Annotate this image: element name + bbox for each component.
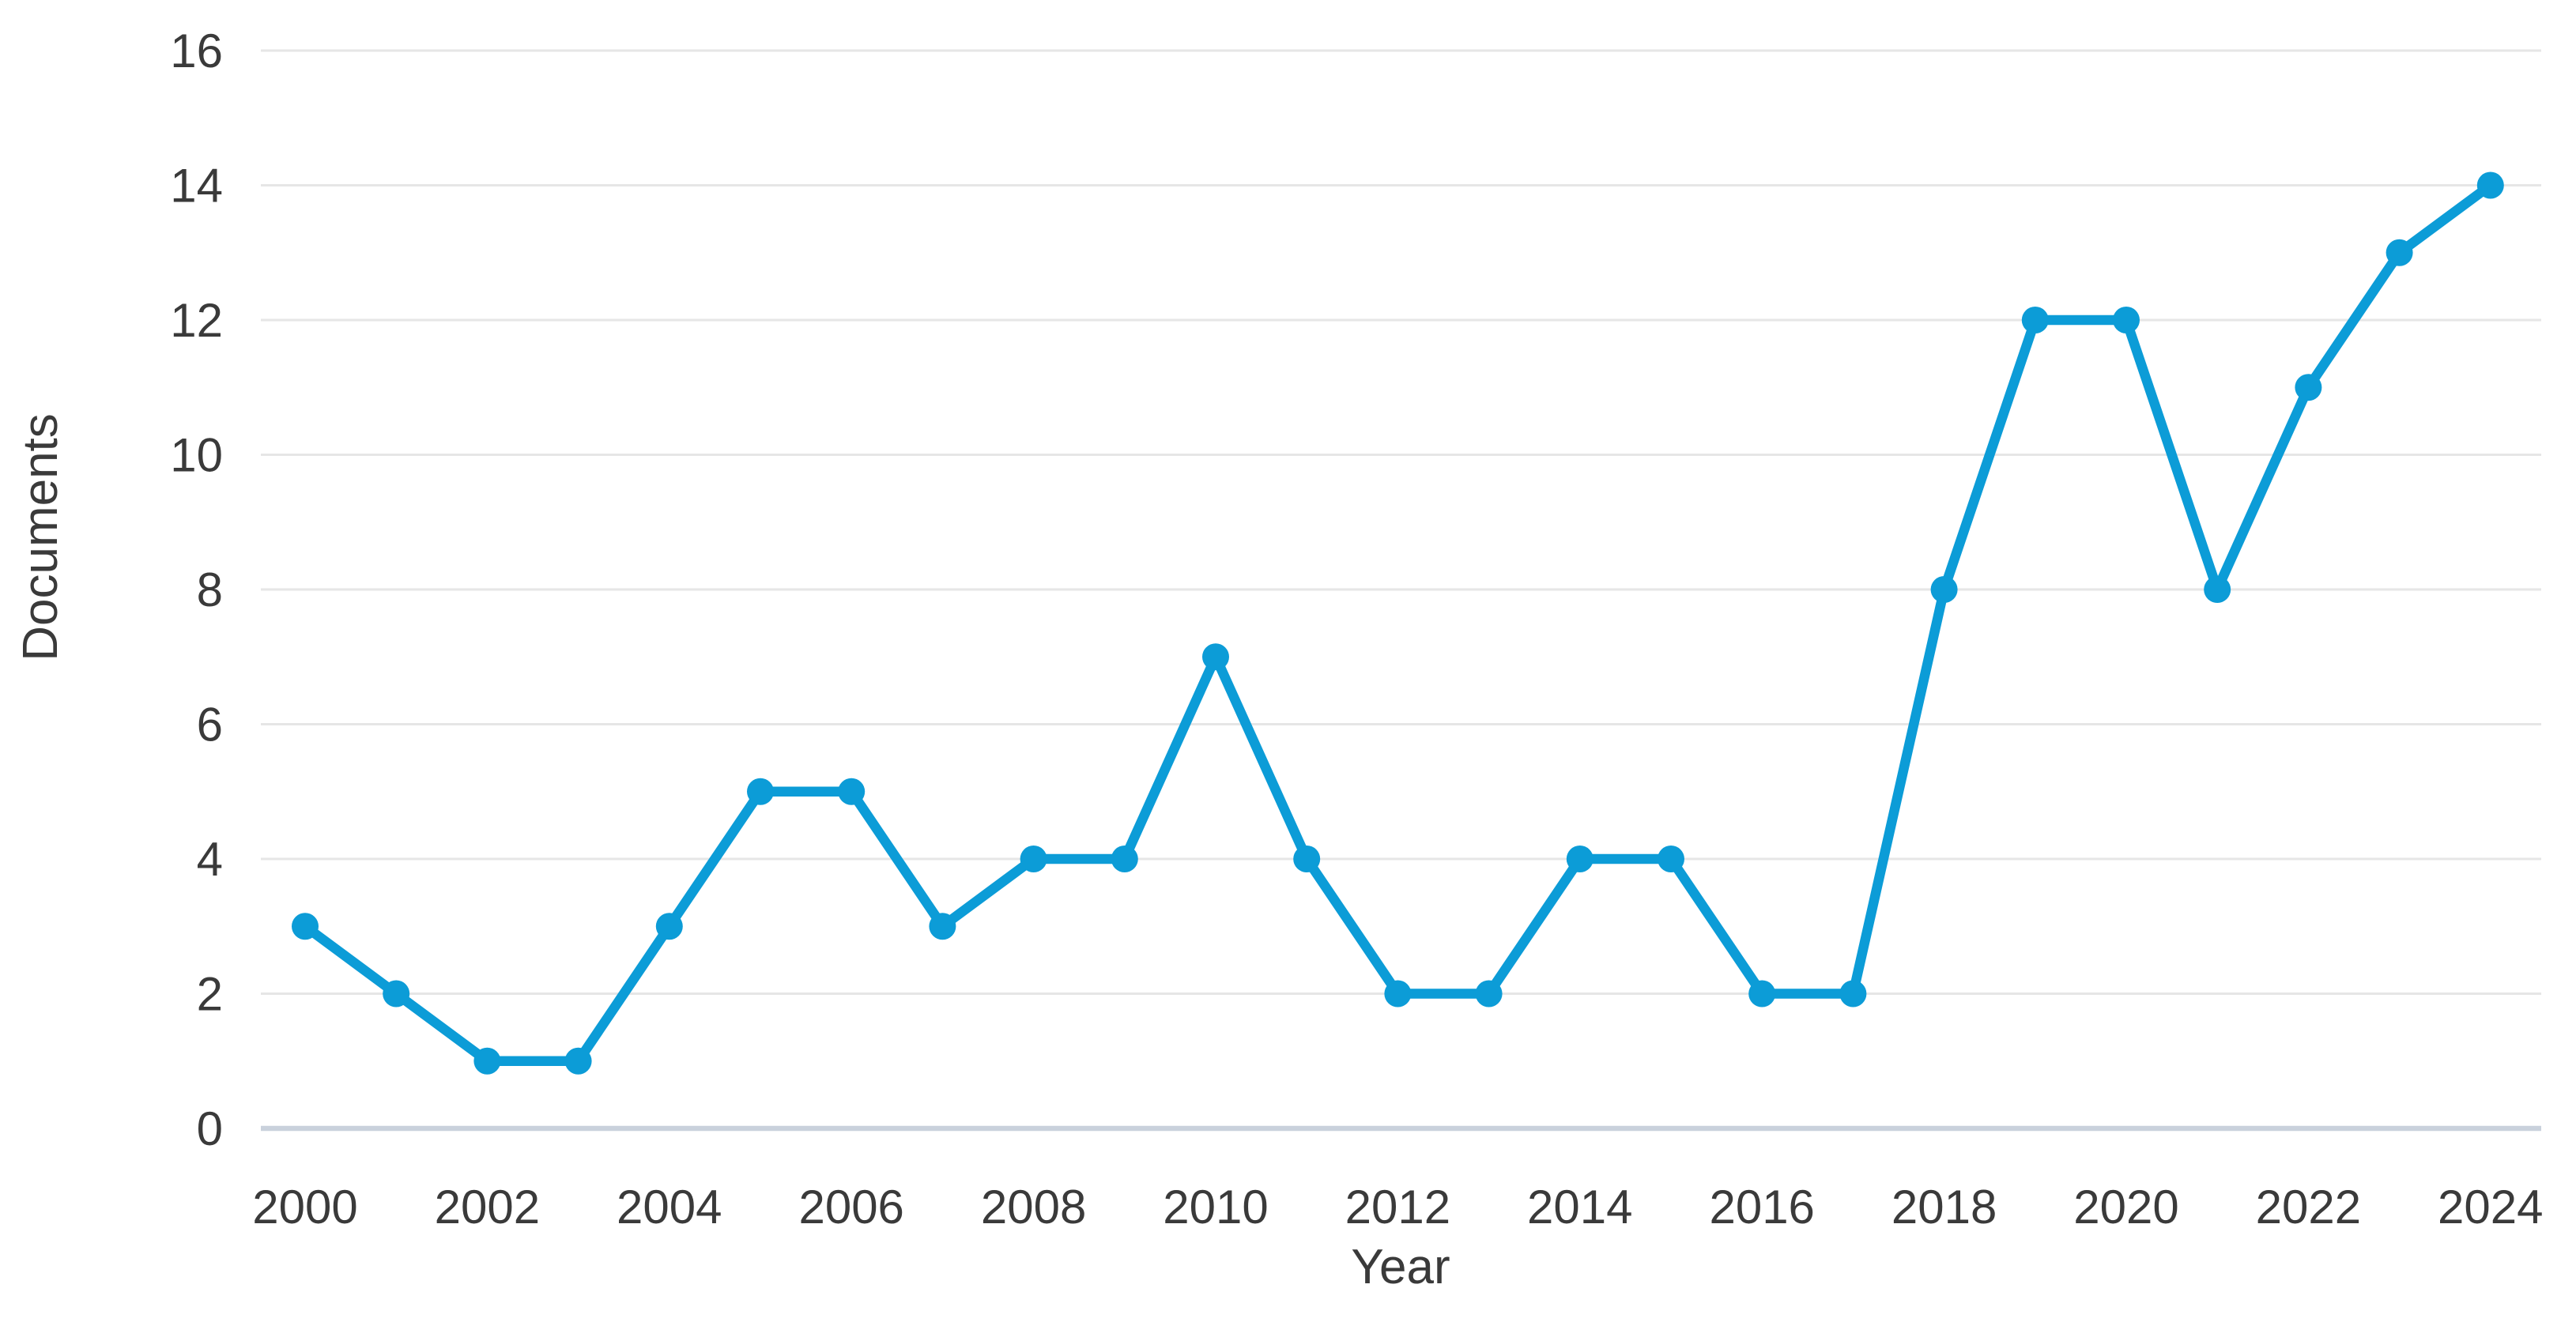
data-point-2000 xyxy=(292,913,319,940)
data-point-2013 xyxy=(1475,980,1503,1008)
x-axis-title: Year xyxy=(1351,1240,1450,1294)
data-point-2017 xyxy=(1839,980,1867,1008)
data-point-2024 xyxy=(2476,171,2504,199)
x-tick-label: 2010 xyxy=(1163,1181,1268,1233)
data-point-2018 xyxy=(1930,576,1958,603)
y-tick-label: 16 xyxy=(170,24,223,77)
data-point-2015 xyxy=(1658,846,1684,872)
data-point-2023 xyxy=(2386,239,2413,266)
data-point-2002 xyxy=(473,1047,501,1075)
x-tick-label: 2002 xyxy=(435,1181,540,1233)
data-point-2003 xyxy=(564,1047,592,1075)
x-tick-label: 2016 xyxy=(1709,1181,1814,1233)
data-point-2009 xyxy=(1111,846,1138,872)
y-tick-label: 6 xyxy=(197,699,223,751)
x-tick-label: 2000 xyxy=(252,1181,357,1233)
data-point-2004 xyxy=(655,913,683,940)
data-point-2022 xyxy=(2295,374,2322,401)
data-point-2014 xyxy=(1566,846,1593,872)
data-point-2007 xyxy=(929,913,956,940)
data-point-2001 xyxy=(383,980,410,1008)
x-tick-label: 2012 xyxy=(1345,1181,1450,1233)
y-tick-label: 8 xyxy=(197,563,223,616)
y-tick-label: 2 xyxy=(197,968,223,1021)
x-tick-label: 2006 xyxy=(798,1181,903,1233)
y-tick-label: 0 xyxy=(197,1102,223,1155)
y-tick-label: 4 xyxy=(197,833,223,886)
data-point-2011 xyxy=(1293,846,1321,872)
data-point-2010 xyxy=(1202,643,1229,671)
data-point-2020 xyxy=(2113,307,2140,333)
data-point-2019 xyxy=(2021,307,2049,333)
y-tick-label: 12 xyxy=(170,294,223,347)
x-tick-label: 2022 xyxy=(2256,1181,2361,1233)
x-tick-label: 2004 xyxy=(617,1181,722,1233)
data-point-2021 xyxy=(2204,576,2231,603)
data-point-2008 xyxy=(1020,846,1047,872)
data-point-2006 xyxy=(838,778,866,805)
x-tick-label: 2008 xyxy=(981,1181,1086,1233)
data-point-2012 xyxy=(1384,980,1412,1008)
y-tick-label: 10 xyxy=(170,429,223,482)
x-tick-label: 2020 xyxy=(2073,1181,2178,1233)
y-tick-label: 14 xyxy=(170,160,223,213)
y-axis-title: Documents xyxy=(13,413,68,661)
series-line-documents xyxy=(300,180,2496,1066)
x-tick-label: 2018 xyxy=(1891,1181,1997,1233)
x-tick-label: 2024 xyxy=(2438,1181,2543,1233)
data-point-2016 xyxy=(1748,980,1776,1008)
data-point-2005 xyxy=(747,778,774,805)
x-tick-label: 2014 xyxy=(1527,1181,1632,1233)
